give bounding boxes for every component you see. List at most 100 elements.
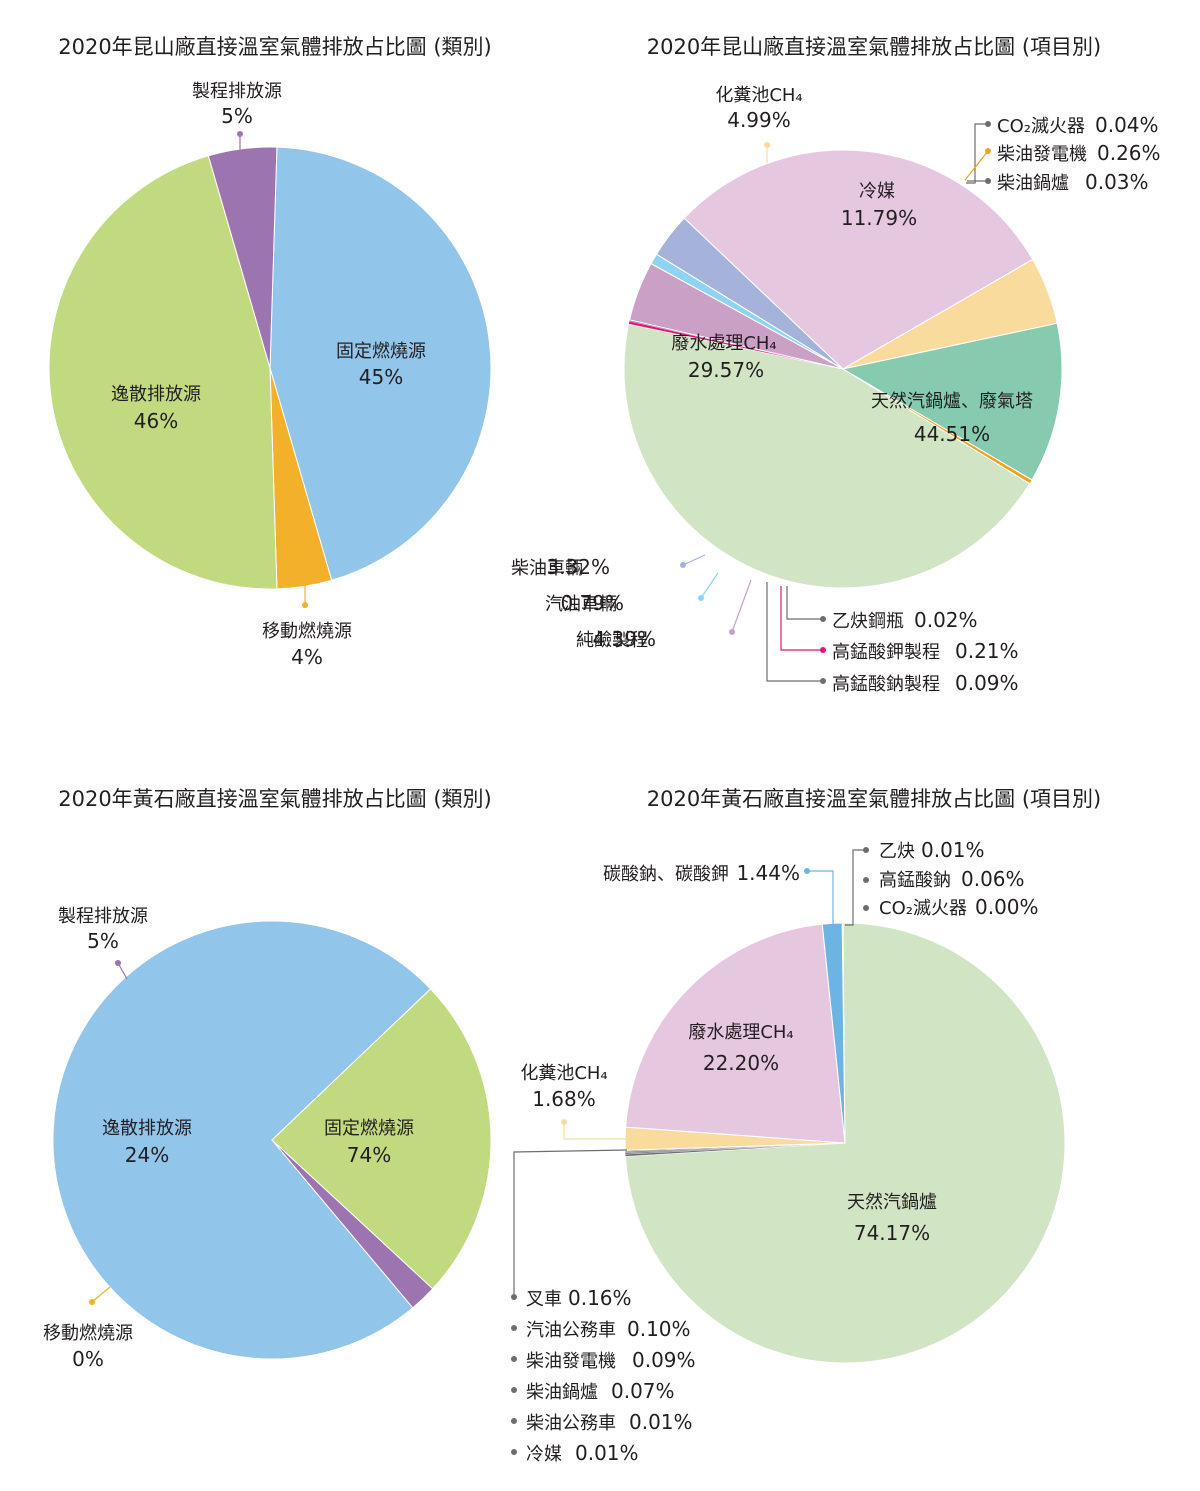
leader-dot xyxy=(764,142,770,148)
value-fixed: 45% xyxy=(359,365,403,389)
label-diesel-generator: 柴油發電機 xyxy=(526,1351,616,1372)
leader-dot xyxy=(863,905,869,911)
label-acetylene-cylinder: 乙炔鋼瓶 xyxy=(832,611,904,632)
value-process: 5% xyxy=(87,929,119,953)
leader-line xyxy=(117,962,128,980)
pie-slice xyxy=(269,146,492,581)
chart-title: 2020年黃石廠直接溫室氣體排放占比圖 (項目別) xyxy=(647,787,1102,811)
value-refrigerant: 0.01% xyxy=(575,1441,639,1465)
label-co2-extinguisher: CO₂滅火器 xyxy=(879,898,967,919)
pie-slice xyxy=(623,323,1031,589)
leader-line xyxy=(807,870,834,925)
leader-dot xyxy=(511,1387,517,1393)
slices xyxy=(48,146,492,590)
leader-dot xyxy=(985,121,991,127)
label-diesel-boiler: 柴油鍋爐 xyxy=(997,173,1069,194)
value-soda-ash-process: 4.39% xyxy=(592,627,656,651)
value-refrigerant: 11.79% xyxy=(841,206,917,230)
label-septic-ch4: 化糞池CH₄ xyxy=(715,85,802,106)
leader-line xyxy=(682,554,706,566)
pie-slice xyxy=(821,922,846,1144)
value-septic-ch4: 1.68% xyxy=(532,1087,596,1111)
value-fugitive: 46% xyxy=(134,409,178,433)
chart-title: 2020年昆山廠直接溫室氣體排放占比圖 (類別) xyxy=(58,35,492,59)
value-natural-gas-boiler: 74.17% xyxy=(854,1221,930,1245)
leader-dot xyxy=(89,1299,95,1305)
label-namno4: 高錳酸鈉 xyxy=(879,870,951,891)
label-fixed: 固定燃燒源 xyxy=(336,341,426,362)
value-acetylene: 0.01% xyxy=(921,838,985,862)
label-process: 製程排放源 xyxy=(192,81,282,102)
label-fixed: 固定燃燒源 xyxy=(324,1118,414,1139)
value-gas-boiler-tower: 44.51% xyxy=(914,422,990,446)
value-carbonate: 1.44% xyxy=(736,861,800,885)
value-acetylene-cylinder: 0.02% xyxy=(914,608,978,632)
leader-dot xyxy=(863,847,869,853)
pie-chart-2: 2020年昆山廠直接溫室氣體排放占比圖 (項目別) CO₂滅火器 0.04% 柴油發電… xyxy=(511,35,1161,695)
leader-dot xyxy=(820,678,826,684)
pie-slice xyxy=(625,923,846,1144)
pie-slice xyxy=(271,988,492,1290)
pie-chart-1: 2020年昆山廠直接溫室氣體排放占比圖 (類別) 固定燃燒源 45% 移動燃燒源 4% 逸… xyxy=(48,35,492,669)
label-namno4-process: 高錳酸鈉製程 xyxy=(832,674,940,695)
leader-dot xyxy=(511,1418,517,1424)
leader-dot xyxy=(863,877,869,883)
leader-line xyxy=(513,1149,628,1297)
leader-dot xyxy=(302,602,308,608)
label-septic-ch4: 化糞池CH₄ xyxy=(520,1063,607,1084)
leader-dot xyxy=(820,647,826,653)
value-gasoline-official-car: 0.10% xyxy=(627,1317,691,1341)
value-diesel-vehicle: 3.32% xyxy=(546,555,610,579)
leader-dot xyxy=(511,1449,517,1455)
leader-dot xyxy=(561,1119,567,1125)
chart-title: 2020年昆山廠直接溫室氣體排放占比圖 (項目別) xyxy=(647,35,1102,59)
label-gasoline-vehicle: 汽油車輛 xyxy=(545,594,617,615)
label-fugitive: 逸散排放源 xyxy=(111,384,201,405)
value-diesel-boiler: 0.07% xyxy=(611,1379,675,1403)
leader-line xyxy=(780,586,823,651)
pie-slice xyxy=(48,155,278,590)
value-namno4: 0.06% xyxy=(961,867,1025,891)
leader-dot xyxy=(511,1294,517,1300)
pie-chart-3: 2020年黃石廠直接溫室氣體排放占比圖 (類別) 固定燃燒源 74% 移動燃燒源 0% 逸… xyxy=(43,787,492,1371)
leader-line xyxy=(966,123,988,184)
value-process: 5% xyxy=(221,104,253,128)
slices xyxy=(52,920,492,1360)
value-fugitive: 24% xyxy=(125,1143,169,1167)
label-kmno4-process: 高錳酸鉀製程 xyxy=(832,642,940,663)
label-process: 製程排放源 xyxy=(58,906,148,927)
leader-line xyxy=(91,1286,111,1303)
label-refrigerant: 冷媒 xyxy=(526,1444,562,1465)
value-kmno4-process: 0.21% xyxy=(955,639,1019,663)
leader-dot xyxy=(820,616,826,622)
value-diesel-boiler: 0.03% xyxy=(1085,170,1149,194)
value-co2-extinguisher: 0.00% xyxy=(975,895,1039,919)
chart-title: 2020年黃石廠直接溫室氣體排放占比圖 (類別) xyxy=(58,787,492,811)
value-forklift: 0.16% xyxy=(568,1286,632,1310)
value-mobile: 4% xyxy=(291,645,323,669)
label-forklift: 叉車 xyxy=(526,1289,562,1310)
value-wastewater-ch4: 22.20% xyxy=(703,1051,779,1075)
value-diesel-official-car: 0.01% xyxy=(629,1410,693,1434)
label-acetylene: 乙炔 xyxy=(879,841,915,862)
pie-slice xyxy=(207,146,278,369)
leader-dot xyxy=(698,595,704,601)
label-co2-extinguisher: CO₂滅火器 xyxy=(997,116,1085,137)
label-mobile: 移動燃燒源 xyxy=(43,1323,133,1344)
value-co2-extinguisher: 0.04% xyxy=(1095,113,1159,137)
leader-line xyxy=(700,572,719,599)
label-diesel-generator: 柴油發電機 xyxy=(997,144,1087,165)
label-diesel-vehicle: 柴油車輛 xyxy=(511,558,583,579)
leader-dot xyxy=(729,629,735,635)
leader-dot xyxy=(511,1356,517,1362)
slices xyxy=(624,922,1066,1364)
label-natural-gas-boiler: 天然汽鍋爐 xyxy=(847,1192,937,1213)
leader-line xyxy=(964,150,989,181)
label-gas-boiler-tower: 天然汽鍋爐、廢氣塔 xyxy=(871,391,1033,412)
value-gasoline-vehicle: 0.79% xyxy=(560,591,624,615)
label-gasoline-official-car: 汽油公務車 xyxy=(526,1320,616,1341)
leader-dot xyxy=(985,148,991,154)
pie-slice xyxy=(271,1139,434,1309)
